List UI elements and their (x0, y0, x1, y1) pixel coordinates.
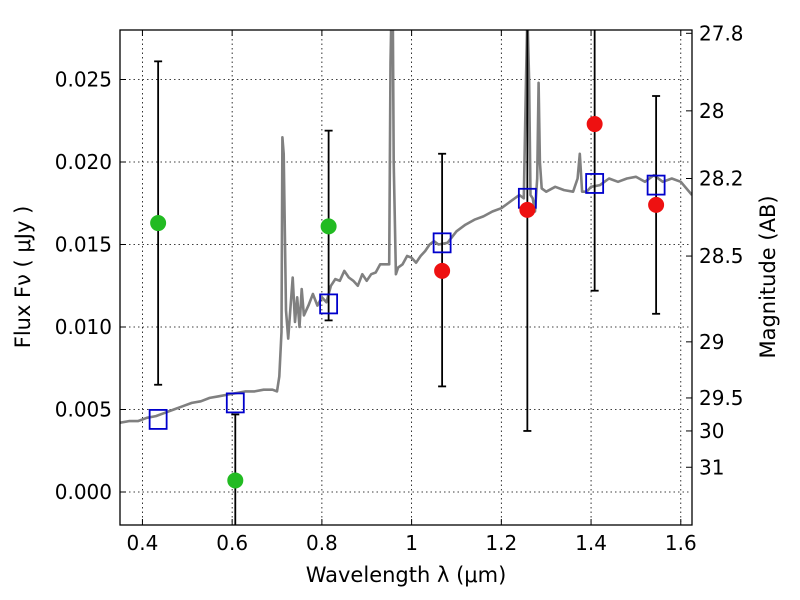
upper-limit-point (320, 218, 337, 235)
right-tick-label: 28 (699, 99, 724, 123)
x-tick-label: 1.6 (665, 531, 697, 555)
plot-background (120, 30, 692, 525)
x-tick-label: 1.2 (485, 531, 517, 555)
markers (148, 116, 666, 489)
y-tick-label: 0.020 (55, 150, 112, 174)
detection-point (434, 262, 451, 279)
model-point (432, 232, 452, 254)
grid (120, 30, 692, 525)
detection-point (586, 116, 603, 133)
x-tick-label: 0.6 (216, 531, 248, 555)
x-ticks: 0.4 0.6 0.8 1 1.2 1.4 1.6 (127, 30, 697, 555)
model-point (646, 174, 666, 196)
model-point (319, 293, 339, 315)
right-tick-label: 28.5 (699, 244, 744, 268)
plot-frame (119, 29, 693, 526)
detection-point (648, 196, 665, 213)
right-tick-label: 29.5 (699, 386, 744, 410)
right-tick-label: 30 (699, 419, 724, 443)
spectrum-line (120, 30, 692, 424)
right-tick-label: 27.8 (699, 21, 744, 45)
right-tick-label: 29 (699, 330, 724, 354)
right-axis-label: Magnitude (AB) (756, 195, 780, 358)
right-ticks: 27.8 28 28.2 28.5 29 29.5 30 31 (686, 21, 744, 479)
model-point (148, 408, 168, 430)
right-tick-label: 31 (699, 455, 724, 479)
y-axis-label: Flux Fν ( μJy ) (11, 206, 35, 349)
y-tick-label: 0.025 (55, 68, 112, 92)
y-tick-label: 0.015 (55, 233, 112, 257)
x-tick-label: 1.4 (575, 531, 607, 555)
x-axis-label: Wavelength λ (μm) (306, 563, 507, 587)
x-tick-label: 0.4 (127, 531, 159, 555)
right-tick-label: 28.2 (699, 167, 744, 191)
upper-limit-point (227, 472, 244, 489)
y-tick-label: 0.005 (55, 398, 112, 422)
y-ticks: 0.000 0.005 0.010 0.015 0.020 0.025 (55, 68, 126, 504)
y-tick-label: 0.000 (55, 480, 112, 504)
x-tick-label: 0.8 (306, 531, 338, 555)
x-tick-label: 1 (405, 531, 418, 555)
model-point (225, 392, 245, 414)
y-tick-label: 0.010 (55, 315, 112, 339)
detection-point (519, 201, 536, 218)
model-point (585, 173, 605, 194)
spectrum-layer (120, 30, 692, 424)
upper-limit-point (150, 215, 167, 232)
